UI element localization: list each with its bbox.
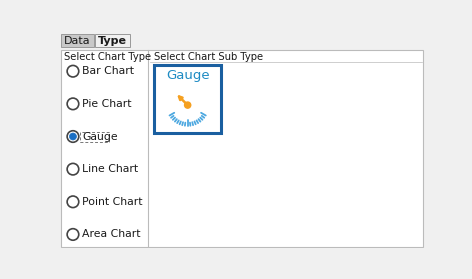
Circle shape <box>67 66 79 77</box>
FancyBboxPatch shape <box>60 50 423 247</box>
Text: Select Chart Sub Type: Select Chart Sub Type <box>154 52 263 62</box>
Circle shape <box>185 102 191 108</box>
Circle shape <box>67 229 79 240</box>
Text: Area Chart: Area Chart <box>82 229 141 239</box>
Circle shape <box>67 98 79 110</box>
Circle shape <box>67 131 79 142</box>
Text: Select Chart Type: Select Chart Type <box>64 52 151 62</box>
Circle shape <box>67 196 79 208</box>
FancyBboxPatch shape <box>95 34 129 47</box>
Text: Pie Chart: Pie Chart <box>82 99 132 109</box>
Text: Data: Data <box>64 36 91 46</box>
FancyBboxPatch shape <box>154 65 221 133</box>
Text: Gauge: Gauge <box>82 131 118 141</box>
Circle shape <box>67 163 79 175</box>
Text: Point Chart: Point Chart <box>82 197 143 207</box>
FancyBboxPatch shape <box>61 34 94 47</box>
Text: Gauge: Gauge <box>166 69 210 82</box>
Circle shape <box>69 133 76 140</box>
Text: Line Chart: Line Chart <box>82 164 138 174</box>
Text: Type: Type <box>98 36 127 46</box>
Text: Bar Chart: Bar Chart <box>82 66 134 76</box>
